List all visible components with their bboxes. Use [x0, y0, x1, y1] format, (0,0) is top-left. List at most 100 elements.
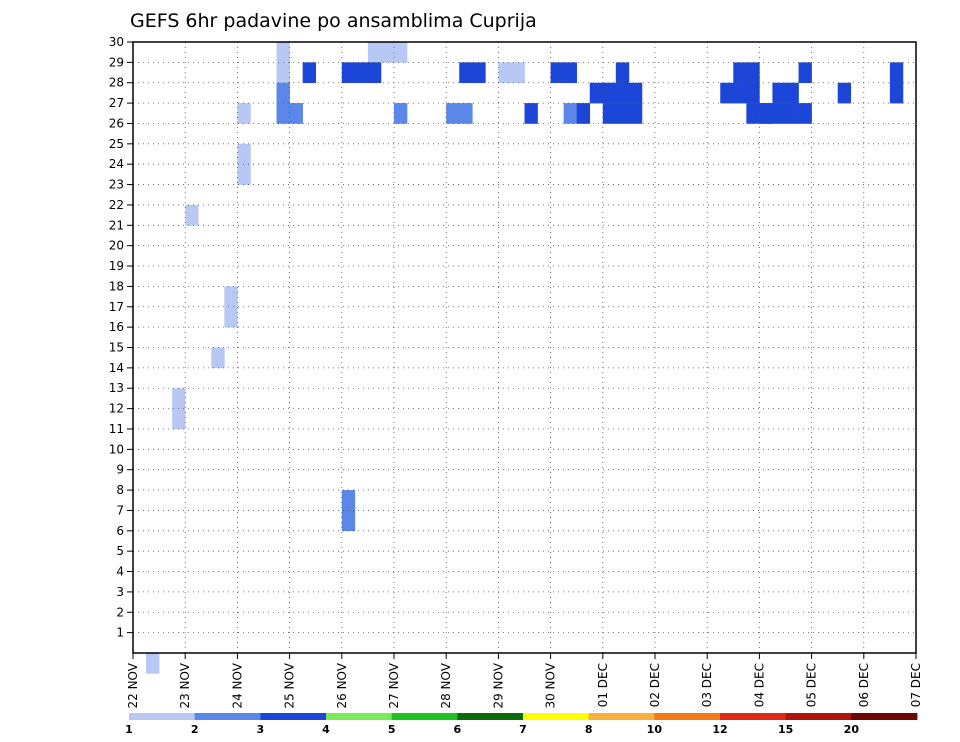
colorbar-swatch-3 — [326, 713, 393, 720]
x-tick-label-9: 01 DEC — [596, 663, 610, 707]
heatmap-cell-36 — [785, 103, 799, 124]
y-tick-label-9: 9 — [116, 463, 124, 477]
y-tick-label-4: 4 — [116, 565, 124, 579]
heatmap-cell-42 — [589, 82, 604, 104]
y-tick-label-26: 26 — [109, 116, 124, 130]
x-tick-label-6: 28 NOV — [439, 662, 453, 708]
y-tick-label-20: 20 — [109, 239, 124, 253]
colorbar-label-4: 4 — [322, 723, 330, 736]
y-tick-label-22: 22 — [109, 198, 124, 212]
chart-title: GEFS 6hr padavine po ansamblima Cuprija — [130, 10, 537, 32]
heatmap-cell-17 — [498, 62, 512, 84]
x-tick-label-7: 29 NOV — [491, 662, 505, 708]
heatmap-cell-56 — [302, 62, 316, 84]
heatmap-cell-2 — [172, 388, 186, 409]
y-tick-label-13: 13 — [109, 381, 124, 395]
heatmap-cell-13 — [367, 42, 382, 63]
heatmap-cell-23 — [341, 510, 356, 532]
heatmap-cell-37 — [798, 103, 812, 124]
heatmap-cell-15 — [380, 42, 395, 63]
heatmap-cell-49 — [759, 103, 773, 124]
x-tick-label-11: 03 DEC — [700, 663, 714, 707]
y-tick-label-11: 11 — [109, 422, 124, 436]
y-tick-label-18: 18 — [109, 279, 124, 293]
x-tick-label-3: 25 NOV — [283, 662, 297, 708]
heatmap-cell-27 — [459, 103, 473, 124]
heatmap-cell-28 — [563, 103, 577, 124]
y-tick-label-30: 30 — [109, 35, 124, 49]
heatmap-cell-19 — [237, 103, 251, 124]
heatmap-cell-7 — [237, 164, 251, 185]
x-tick-label-14: 06 DEC — [857, 663, 871, 707]
x-tick-label-2: 24 NOV — [230, 662, 244, 708]
heatmap-cell-3 — [185, 204, 199, 226]
x-tick-label-13: 05 DEC — [805, 663, 819, 707]
colorbar-swatch-2 — [260, 713, 327, 720]
y-tick-label-28: 28 — [109, 76, 124, 90]
x-tick-label-8: 30 NOV — [544, 662, 558, 708]
heatmap-cell-57 — [341, 62, 356, 84]
heatmap-cell-16 — [394, 42, 408, 63]
y-tick-label-7: 7 — [116, 503, 124, 517]
heatmap-cell-48 — [524, 103, 538, 124]
heatmap-cell-30 — [628, 103, 643, 124]
heatmap-cell-18 — [511, 62, 525, 84]
colorbar-label-15: 15 — [778, 723, 793, 736]
heatmap-cell-55 — [889, 62, 904, 84]
y-tick-label-21: 21 — [109, 218, 124, 232]
colorbar-label-5: 5 — [388, 723, 396, 736]
heatmap-cells — [146, 42, 904, 674]
heatmap-cell-50 — [615, 62, 630, 84]
y-tick-label-29: 29 — [109, 55, 124, 69]
grid-lines — [133, 42, 916, 653]
heatmap-cell-41 — [576, 103, 591, 124]
y-tick-label-19: 19 — [109, 259, 124, 273]
heatmap-cell-4 — [211, 347, 225, 369]
y-tick-label-24: 24 — [109, 157, 124, 171]
x-tick-label-1: 23 NOV — [178, 662, 192, 708]
heatmap-cell-51 — [733, 62, 747, 84]
colorbar-swatch-5 — [457, 713, 524, 720]
x-tick-label-12: 04 DEC — [752, 663, 766, 707]
heatmap-cell-53 — [798, 62, 812, 84]
colorbar: 1 2 3 4 5 6 7 8 10 12 15 20 — [125, 713, 918, 736]
y-tick-label-8: 8 — [116, 483, 124, 497]
y-tick-label-27: 27 — [109, 96, 124, 110]
x-tick-label-5: 27 NOV — [387, 662, 401, 708]
heatmap-cell-46 — [746, 82, 760, 104]
colorbar-swatch-6 — [523, 713, 590, 720]
heatmap-cell-60 — [459, 62, 473, 84]
heatmap-cell-34 — [746, 103, 760, 124]
x-tick-label-15: 07 DEC — [909, 663, 923, 707]
colorbar-label-10: 10 — [647, 723, 663, 736]
colorbar-swatch-11 — [851, 713, 918, 720]
colorbar-swatch-7 — [588, 713, 655, 720]
y-tick-label-14: 14 — [109, 361, 124, 375]
heatmap-cell-12 — [276, 62, 290, 84]
colorbar-swatch-1 — [194, 713, 261, 720]
x-axis-ticks: 22 NOV 23 NOV 24 NOV 25 NOV 26 NOV 27 NOV 28 N… — [126, 653, 923, 709]
heatmap-cell-22 — [289, 103, 303, 124]
colorbar-swatch-0 — [129, 713, 196, 720]
heatmap-cell-54 — [889, 82, 904, 104]
heatmap-cell-44 — [720, 82, 734, 104]
heatmap-cell-32 — [628, 82, 643, 104]
colorbar-label-12: 12 — [712, 723, 727, 736]
heatmap-cell-43 — [602, 82, 617, 104]
heatmap-cell-47 — [837, 82, 852, 104]
heatmap-cell-61 — [472, 62, 486, 84]
y-tick-label-15: 15 — [109, 341, 124, 355]
y-tick-label-5: 5 — [116, 544, 124, 558]
heatmap-cell-62 — [550, 62, 564, 84]
heatmap-cell-29 — [615, 103, 630, 124]
heatmap-cell-45 — [733, 82, 747, 104]
heatmap-cell-5 — [224, 306, 238, 328]
heatmap-cell-40 — [602, 103, 617, 124]
heatmap-cell-25 — [394, 103, 408, 124]
heatmap-cell-21 — [276, 103, 290, 124]
x-tick-label-10: 02 DEC — [648, 663, 662, 707]
heatmap-cell-0 — [146, 653, 160, 674]
colorbar-swatch-9 — [720, 713, 787, 720]
heatmap-cell-26 — [446, 103, 460, 124]
